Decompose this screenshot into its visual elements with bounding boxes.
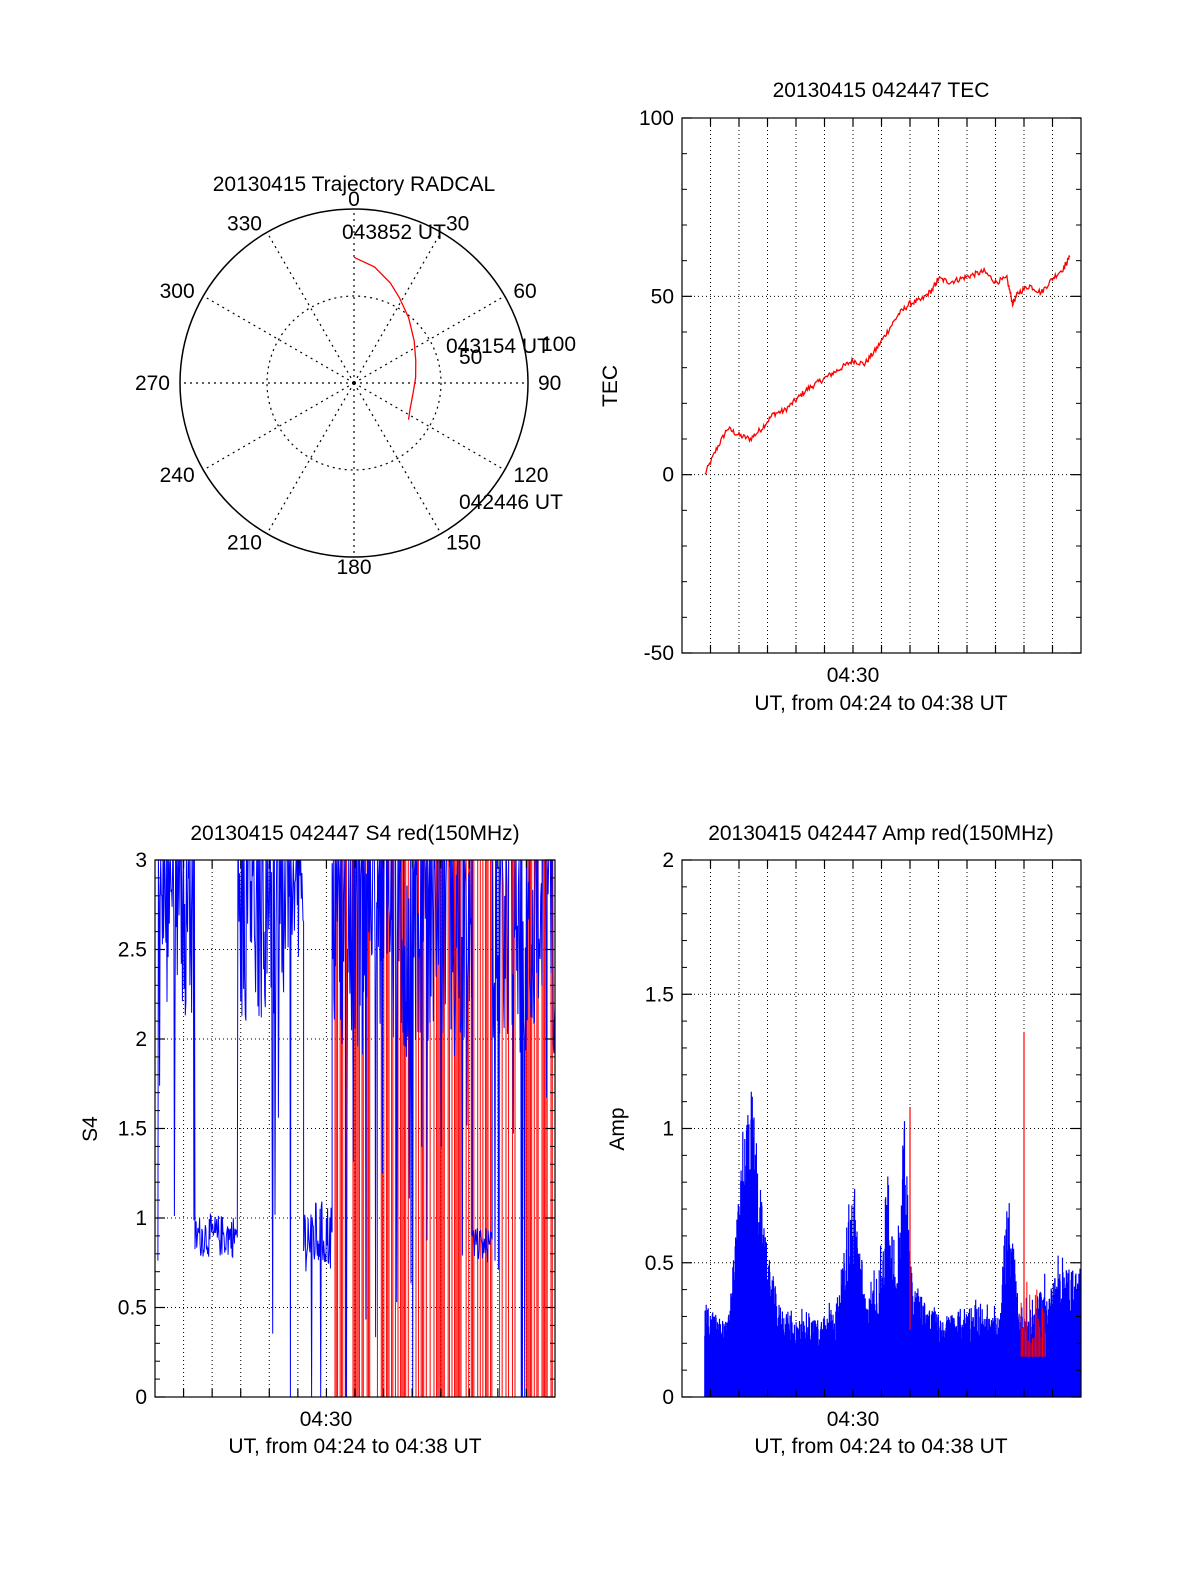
polar-spoke-330	[266, 232, 355, 384]
s4-y-axis-label: S4	[79, 1116, 102, 1142]
s4-y-ticks: 0 0.5 1 1.5 2 2.5 3	[118, 849, 555, 1409]
polar-ring-label-50: 50	[459, 346, 482, 369]
y-tick-label: 1	[135, 1207, 147, 1230]
tec-chart: 20130415 042447 TEC -50 0 50 100 04:30 UT, …	[599, 79, 1082, 715]
tec-x-axis-label: UT, from 04:24 to 04:38 UT	[754, 692, 1007, 715]
polar-outer-ring	[179, 208, 529, 558]
y-tick-label: 100	[639, 107, 674, 130]
tec-title: 20130415 042447 TEC	[773, 79, 990, 102]
s4-x-axis-label: UT, from 04:24 to 04:38 UT	[228, 1435, 481, 1458]
polar-azimuth-label-120: 120	[513, 464, 548, 487]
polar-azimuth-label-180: 180	[336, 556, 371, 579]
polar-spoke-120	[353, 382, 505, 471]
polar-azimuth-label-30: 30	[446, 213, 469, 236]
tec-y-ticks: -50 0 50 100	[639, 107, 1081, 665]
tec-series-line	[704, 255, 1071, 475]
amp-y-ticks: 0 0.5 1 1.5 2	[645, 849, 1081, 1409]
amp-red-series	[909, 1031, 1046, 1357]
polar-azimuth-label-270: 270	[135, 372, 170, 395]
polar-azimuth-label-60: 60	[513, 280, 536, 303]
polar-spoke-300	[203, 295, 355, 384]
polar-inner-ring	[266, 295, 442, 471]
trajectory-label-mid: 043154 UT	[446, 335, 550, 358]
y-tick-label: 2.5	[118, 939, 147, 962]
trajectory-label-end: 043852 UT	[342, 221, 446, 244]
trajectory-line	[353, 256, 417, 420]
amp-y-axis-label: Amp	[606, 1107, 629, 1150]
amp-blue-series	[704, 1091, 1082, 1397]
tec-grid	[682, 117, 1081, 654]
polar-azimuth-label-330: 330	[227, 213, 262, 236]
s4-title: 20130415 042447 S4 red(150MHz)	[190, 822, 519, 845]
polar-azimuth-label-240: 240	[160, 464, 195, 487]
s4-chart: 20130415 042447 S4 red(150MHz) 0 0.5 1 1.5 2…	[79, 822, 556, 1458]
amp-x-axis-label: UT, from 04:24 to 04:38 UT	[754, 1435, 1007, 1458]
y-tick-label: 0.5	[118, 1297, 147, 1320]
polar-spoke-30	[353, 232, 442, 384]
polar-spoke-240	[203, 382, 355, 471]
trajectory-polar-chart: 20130415 Trajectory RADCAL 0 30 60 90 120 150…	[135, 173, 576, 579]
polar-title: 20130415 Trajectory RADCAL	[213, 173, 496, 196]
y-tick-label: 0	[662, 1386, 674, 1409]
polar-azimuth-labels: 0 30 60 90 120 150 180 210 240 270 300 330	[135, 188, 561, 579]
polar-spoke-150	[353, 382, 442, 534]
tec-x-tick-label: 04:30	[827, 664, 880, 687]
polar-spoke-60	[353, 295, 505, 384]
y-tick-label: 3	[135, 849, 147, 872]
polar-azimuth-label-0: 0	[348, 188, 360, 211]
y-tick-label: 2	[662, 849, 674, 872]
amp-blue-bars	[704, 1091, 1082, 1397]
y-tick-label: 50	[651, 285, 674, 308]
polar-azimuth-label-90: 90	[538, 372, 561, 395]
y-tick-label: -50	[644, 642, 674, 665]
polar-ring-label-100: 100	[541, 333, 576, 356]
y-tick-label: 1.5	[118, 1118, 147, 1141]
polar-azimuth-label-300: 300	[160, 280, 195, 303]
amp-chart: 20130415 042447 Amp red(150MHz) 0 0.5 1 1.5…	[606, 822, 1082, 1458]
tec-y-axis-label: TEC	[599, 365, 622, 407]
polar-azimuth-label-210: 210	[227, 531, 262, 554]
y-tick-label: 2	[135, 1028, 147, 1051]
y-tick-label: 1.5	[645, 983, 674, 1006]
amp-x-tick-label: 04:30	[827, 1408, 880, 1431]
y-tick-label: 0.5	[645, 1252, 674, 1275]
y-tick-label: 1	[662, 1118, 674, 1141]
polar-spoke-210	[266, 382, 355, 534]
polar-spokes	[180, 209, 528, 557]
trajectory-label-start: 042446 UT	[459, 491, 563, 514]
s4-x-tick-label: 04:30	[300, 1408, 353, 1431]
polar-azimuth-label-150: 150	[446, 531, 481, 554]
y-tick-label: 0	[135, 1386, 147, 1409]
amp-title: 20130415 042447 Amp red(150MHz)	[708, 822, 1054, 845]
y-tick-label: 0	[662, 464, 674, 487]
